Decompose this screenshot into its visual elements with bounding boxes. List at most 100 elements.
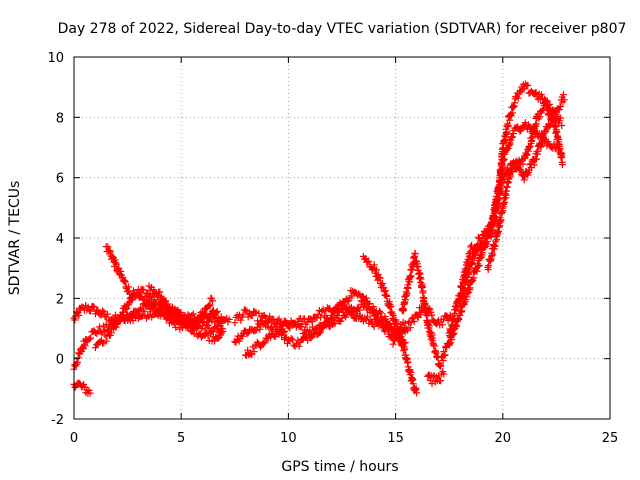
data-point bbox=[195, 318, 202, 326]
data-point bbox=[530, 161, 538, 169]
data-point bbox=[278, 322, 286, 330]
data-point bbox=[475, 261, 483, 269]
data-point bbox=[205, 302, 213, 310]
data-point bbox=[317, 313, 325, 321]
data-point bbox=[473, 267, 481, 275]
data-point bbox=[337, 317, 345, 325]
data-point bbox=[417, 275, 425, 283]
data-point bbox=[270, 319, 278, 327]
data-point bbox=[404, 284, 412, 292]
data-point bbox=[112, 260, 120, 268]
data-point bbox=[437, 361, 445, 369]
data-point bbox=[532, 121, 540, 129]
x-tick-label: 15 bbox=[387, 431, 404, 446]
data-point bbox=[121, 278, 129, 286]
data-point bbox=[328, 315, 336, 323]
data-point bbox=[430, 342, 438, 350]
data-point bbox=[504, 122, 512, 130]
data-point bbox=[295, 342, 303, 350]
data-point bbox=[96, 323, 103, 331]
data-point bbox=[112, 323, 120, 331]
data-point bbox=[113, 320, 121, 328]
data-point bbox=[87, 334, 94, 342]
data-point bbox=[219, 328, 227, 335]
data-point bbox=[364, 300, 372, 308]
data-point bbox=[389, 340, 397, 348]
data-point bbox=[200, 311, 207, 319]
data-point bbox=[407, 273, 414, 281]
data-point bbox=[446, 340, 454, 348]
data-point bbox=[550, 114, 558, 122]
data-point bbox=[453, 304, 461, 312]
data-point bbox=[369, 264, 377, 272]
data-point bbox=[128, 311, 136, 319]
data-point bbox=[156, 288, 164, 296]
data-point bbox=[172, 324, 180, 331]
data-point bbox=[189, 310, 197, 318]
data-point bbox=[501, 198, 509, 206]
data-point bbox=[209, 297, 216, 305]
data-point bbox=[362, 294, 370, 302]
data-point bbox=[560, 96, 568, 104]
y-tick-label: 8 bbox=[56, 111, 64, 126]
data-point bbox=[536, 113, 544, 121]
data-point bbox=[441, 351, 449, 359]
data-point bbox=[190, 326, 198, 334]
data-point bbox=[532, 88, 540, 96]
data-point bbox=[117, 267, 125, 275]
x-axis-title: GPS time / hours bbox=[281, 459, 398, 475]
y-tick-label: -2 bbox=[51, 413, 64, 428]
data-point bbox=[313, 314, 321, 322]
data-point bbox=[238, 332, 246, 340]
data-point bbox=[75, 311, 83, 319]
data-point bbox=[256, 325, 264, 333]
data-point bbox=[123, 305, 131, 313]
data-point bbox=[376, 307, 383, 315]
data-point bbox=[125, 315, 133, 323]
data-point bbox=[539, 106, 547, 114]
data-point bbox=[118, 314, 126, 322]
data-point bbox=[540, 135, 548, 143]
data-point bbox=[140, 286, 148, 294]
data-point bbox=[446, 332, 454, 339]
data-point bbox=[450, 315, 458, 323]
data-point bbox=[90, 303, 98, 311]
x-tick-label: 10 bbox=[280, 431, 297, 446]
data-point bbox=[250, 348, 258, 356]
data-point bbox=[267, 333, 274, 341]
data-point bbox=[440, 370, 448, 378]
data-point bbox=[510, 130, 517, 137]
data-point bbox=[437, 377, 445, 385]
data-point bbox=[184, 311, 192, 319]
data-point bbox=[89, 302, 97, 310]
data-point bbox=[239, 311, 247, 319]
series-track-2 bbox=[70, 379, 94, 397]
y-tick-label: 10 bbox=[47, 51, 64, 66]
data-point bbox=[407, 369, 415, 376]
data-point bbox=[485, 262, 493, 270]
data-point bbox=[352, 307, 360, 315]
data-point bbox=[79, 345, 87, 353]
x-tick-label: 0 bbox=[70, 431, 78, 446]
data-point bbox=[427, 335, 435, 343]
chart-title: Day 278 of 2022, Sidereal Day-to-day VTE… bbox=[58, 21, 627, 37]
data-point bbox=[457, 302, 465, 310]
data-point bbox=[206, 301, 214, 309]
data-point bbox=[132, 291, 140, 299]
data-point bbox=[287, 334, 295, 342]
data-point bbox=[81, 342, 89, 350]
data-point bbox=[286, 324, 294, 332]
data-point bbox=[265, 316, 273, 324]
data-point bbox=[517, 166, 525, 174]
data-point bbox=[472, 252, 480, 259]
data-point bbox=[243, 330, 251, 338]
data-point bbox=[537, 142, 545, 150]
data-point bbox=[330, 312, 338, 320]
data-point bbox=[513, 93, 520, 101]
data-point bbox=[225, 315, 233, 323]
data-point bbox=[537, 91, 545, 99]
data-point bbox=[212, 323, 220, 331]
data-point bbox=[459, 293, 467, 301]
data-point bbox=[330, 319, 338, 327]
data-point bbox=[557, 103, 565, 111]
